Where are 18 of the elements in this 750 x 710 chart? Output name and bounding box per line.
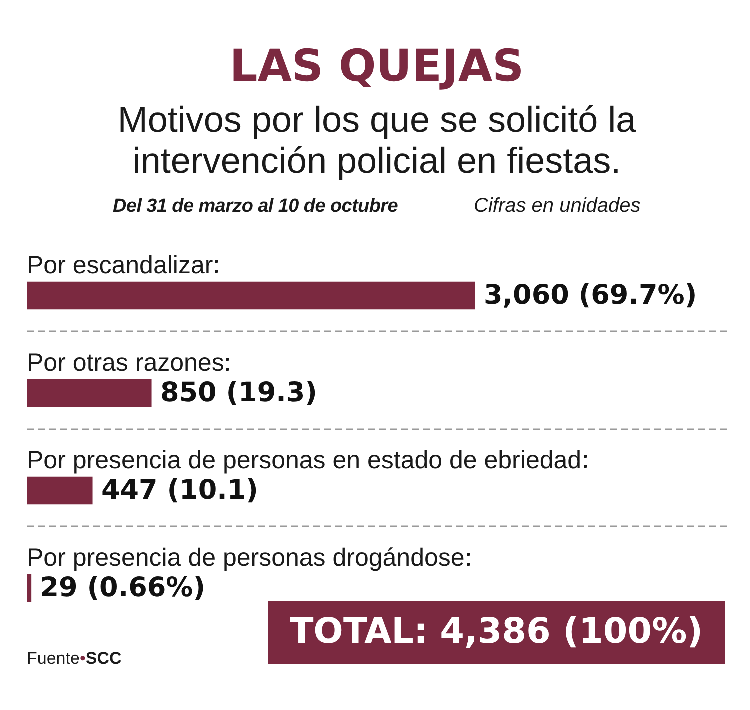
data-label: 850 (19.3) xyxy=(160,377,318,408)
bar xyxy=(27,476,93,505)
y-tick-label: Por presencia de personas drogándose xyxy=(27,544,465,572)
bar xyxy=(27,282,476,310)
bar xyxy=(27,379,152,408)
chart-subtitle: Motivos por los que se solicitó la intervención policial en fiestas. xyxy=(116,99,638,181)
chart-title: LAS QUEJAS xyxy=(228,41,526,92)
data-label: 447 (10.1) xyxy=(101,474,259,506)
y-tick-label: Por otras razones xyxy=(27,348,224,377)
annotation: Del 31 de marzo al 10 de octubre xyxy=(113,196,398,217)
bar xyxy=(27,574,32,602)
y-tick-label: Por presencia de personas en estado de ebriedad xyxy=(27,446,582,474)
data-label: 3,060 (69.7%) xyxy=(484,280,698,311)
text: TOTAL: 4,386 (100%) xyxy=(268,601,725,664)
annotation: Cifras en unidades xyxy=(474,195,641,217)
y-tick-label: Por escandalizar xyxy=(27,251,214,280)
source-note: Fuente•SCC xyxy=(27,649,122,668)
data-label: 29 (0.66%) xyxy=(40,572,206,604)
